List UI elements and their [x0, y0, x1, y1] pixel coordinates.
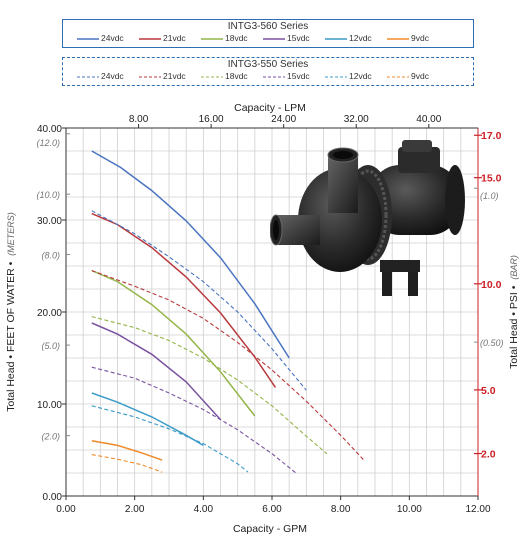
y-left-label-unit: (METERS) — [6, 212, 16, 256]
x-top-tick-label: 16.00 — [199, 114, 224, 125]
legend-solid-title: INTG3-560 Series — [227, 21, 309, 32]
legend-dashed-entries: 24vdc 21vdc 18vdc 15vdc 12vdc 9vdc — [63, 71, 473, 83]
x-bottom-tick-label: 4.00 — [194, 504, 214, 515]
y-psi-tick-label: 10.0 — [481, 279, 502, 291]
y-psi-tick-label: 5.0 — [481, 385, 496, 397]
legend-dashed-title: INTG3-550 Series — [227, 59, 309, 70]
y-psi-tick-label: 15.0 — [481, 173, 502, 185]
legend-entry-label: 15vdc — [287, 33, 310, 43]
y-psi-tick-label: 2.0 — [481, 449, 496, 461]
legend-solid-entries: 24vdc 21vdc 18vdc 15vdc 12vdc 9vdc — [63, 33, 473, 45]
legend-swatch — [387, 38, 409, 40]
chart-axes — [62, 124, 482, 500]
legend-entry-label: 21vdc — [163, 33, 186, 43]
series-line-intg3-560-9vdc — [91, 440, 163, 461]
legend-swatch — [201, 38, 223, 40]
legend-swatch — [77, 76, 99, 78]
x-top-tick-label: 32.00 — [344, 114, 369, 125]
x-bottom-tick-label: 0.00 — [56, 504, 76, 515]
y-right-label-main: Total Head • PSI • — [508, 285, 520, 369]
legend-entry-label: 24vdc — [101, 33, 124, 43]
y-right-label-unit: (BAR) — [509, 255, 519, 280]
legend-entry-label: 12vdc — [349, 33, 372, 43]
legend-entry-label: 18vdc — [225, 33, 248, 43]
y-left-tick-label: 0.00 — [43, 492, 63, 503]
x-bottom-tick-label: 6.00 — [262, 504, 282, 515]
legend-dashed: INTG3-550 Series 24vdc 21vdc 18vdc 15vdc 12v… — [62, 57, 474, 86]
y-left-tick-label: 40.00 — [37, 124, 62, 135]
series-line-intg3-550-24vdc — [91, 210, 307, 391]
x-bottom-tick-label: 10.00 — [397, 504, 422, 515]
series-line-intg3-560-24vdc — [91, 150, 290, 359]
series-line-intg3-550-12vdc — [91, 405, 249, 473]
legend-swatch — [139, 76, 161, 78]
legend-swatch — [325, 38, 347, 40]
y-bar-tick-label: (1.0) — [480, 191, 499, 201]
y-meter-tick-label: (5.0) — [41, 341, 60, 351]
tick-labels: 0.00 2.00 4.00 6.00 8.00 10.00 12.00 8.00 16.00 2… — [36, 114, 503, 515]
y-bar-tick-label: (0.50) — [480, 338, 504, 348]
legend-swatch — [263, 76, 285, 78]
legend-swatch — [387, 76, 409, 78]
legend-swatch — [263, 38, 285, 40]
legend-swatch — [139, 38, 161, 40]
x-top-tick-label: 24.00 — [271, 114, 296, 125]
legend-entry-label: 9vdc — [411, 71, 429, 81]
x-top-tick-label: 40.00 — [416, 114, 441, 125]
series-line-intg3-560-18vdc — [91, 269, 256, 417]
legend-entry-label: 21vdc — [163, 71, 186, 81]
y-left-label-main: Total Head • FEET OF WATER • — [5, 261, 17, 411]
series-line-intg3-550-21vdc — [91, 270, 366, 462]
x-axis-label-bottom: Capacity - GPM — [233, 523, 307, 535]
series-line-intg3-550-18vdc — [91, 316, 328, 455]
series-line-intg3-550-9vdc — [91, 454, 163, 473]
series-line-intg3-550-15vdc — [91, 366, 297, 474]
legend-entry-label: 15vdc — [287, 71, 310, 81]
x-bottom-tick-label: 2.00 — [125, 504, 145, 515]
x-bottom-tick-label: 8.00 — [331, 504, 351, 515]
y-meter-tick-label: (12.0) — [36, 138, 60, 148]
legend-entry-label: 24vdc — [101, 71, 124, 81]
x-axis-label-top: Capacity - LPM — [234, 102, 306, 114]
legend-swatch — [325, 76, 347, 78]
y-psi-tick-label: 17.0 — [481, 130, 502, 142]
y-left-tick-label: 30.00 — [37, 216, 62, 227]
legend-swatch — [201, 76, 223, 78]
series-line-intg3-560-15vdc — [91, 322, 222, 421]
y-meter-tick-label: (8.0) — [41, 251, 60, 261]
legend-entry-label: 12vdc — [349, 71, 372, 81]
x-bottom-tick-label: 12.00 — [465, 504, 490, 515]
y-axis-label-right: Total Head • PSI • (BAR) — [508, 255, 520, 369]
series-layer — [91, 150, 366, 474]
y-meter-tick-label: (10.0) — [36, 190, 60, 200]
x-top-tick-label: 8.00 — [129, 114, 149, 125]
y-left-tick-label: 10.00 — [37, 400, 62, 411]
legend-entry-label: 9vdc — [411, 33, 429, 43]
y-left-tick-label: 20.00 — [37, 308, 62, 319]
y-axis-label-left: Total Head • FEET OF WATER • (METERS) — [5, 212, 17, 412]
y-meter-tick-label: (2.0) — [41, 432, 60, 442]
legend-swatch — [77, 38, 99, 40]
legend-solid: INTG3-560 Series 24vdc 21vdc 18vdc 15vdc 12v… — [62, 19, 474, 48]
pump-product-image — [270, 140, 465, 296]
legend-entry-label: 18vdc — [225, 71, 248, 81]
